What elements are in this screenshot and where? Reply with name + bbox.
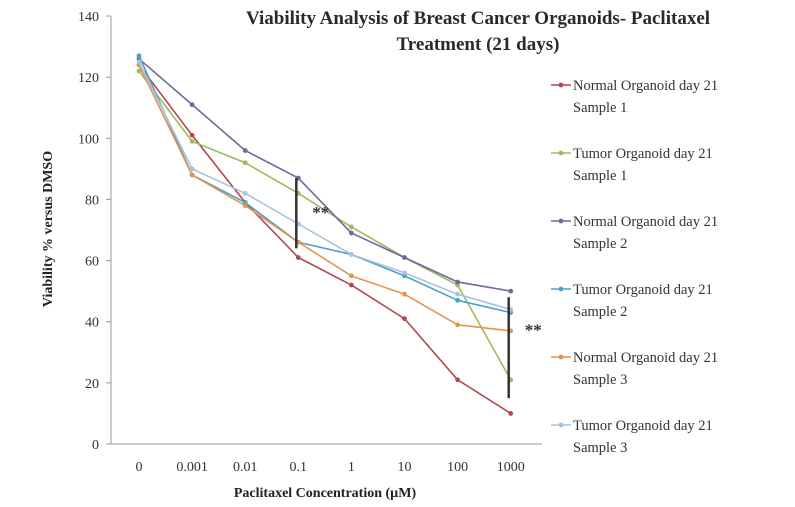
legend-marker bbox=[558, 354, 564, 360]
data-point bbox=[242, 190, 248, 196]
series-4 bbox=[136, 53, 514, 315]
legend-label: Tumor Organoid day 21 bbox=[573, 146, 713, 162]
data-point bbox=[189, 132, 195, 138]
series-2 bbox=[136, 68, 514, 383]
x-tick-label: 10 bbox=[398, 460, 412, 475]
x-tick-label: 100 bbox=[447, 460, 468, 475]
legend-label: Normal Organoid day 21 bbox=[573, 350, 718, 366]
data-point bbox=[189, 102, 195, 108]
data-point bbox=[136, 53, 142, 59]
y-tick-label: 60 bbox=[85, 255, 99, 270]
data-point bbox=[455, 297, 460, 303]
series-3 bbox=[136, 56, 514, 294]
legend-label: Sample 2 bbox=[573, 236, 627, 252]
legend-item: Tumor Organoid day 21 Sample 2 bbox=[551, 282, 713, 320]
x-tick-label: 0.001 bbox=[176, 460, 208, 475]
legend-item: Normal Organoid day 21 Sample 1 bbox=[551, 78, 718, 116]
y-tick-label: 0 bbox=[92, 438, 99, 453]
legend-marker bbox=[558, 218, 564, 224]
series-6 bbox=[136, 59, 514, 312]
data-point bbox=[402, 316, 407, 322]
data-point bbox=[295, 255, 301, 260]
data-point bbox=[242, 203, 248, 208]
x-tick-label: 1000 bbox=[497, 460, 525, 475]
significance-label: ** bbox=[525, 320, 542, 339]
x-tick-label: 0 bbox=[136, 460, 143, 475]
data-point bbox=[349, 224, 354, 230]
y-axis-title: Viability % versus DMSO bbox=[41, 151, 56, 307]
data-point bbox=[508, 411, 514, 416]
data-point bbox=[455, 377, 460, 383]
data-point bbox=[349, 273, 354, 279]
significance-label: ** bbox=[312, 203, 329, 222]
data-point bbox=[189, 166, 195, 172]
data-point bbox=[242, 148, 248, 153]
x-axis-title: Paclitaxel Concentration (µM) bbox=[234, 486, 417, 501]
legend-label: Normal Organoid day 21 bbox=[573, 214, 718, 230]
legend-label: Normal Organoid day 21 bbox=[573, 78, 718, 94]
series-line bbox=[138, 55, 511, 314]
data-point bbox=[189, 138, 195, 144]
legend-label: Sample 1 bbox=[573, 100, 627, 116]
data-point bbox=[242, 160, 248, 166]
y-tick-label: 80 bbox=[85, 193, 99, 208]
data-point bbox=[189, 172, 195, 178]
y-tick-label: 40 bbox=[85, 316, 99, 331]
legend-label: Tumor Organoid day 21 bbox=[573, 282, 713, 298]
y-tick-label: 120 bbox=[78, 71, 99, 86]
data-point bbox=[455, 322, 460, 328]
legend-marker bbox=[558, 422, 564, 428]
data-point bbox=[349, 230, 354, 236]
data-point bbox=[402, 255, 407, 260]
data-point bbox=[455, 279, 460, 285]
legend-label: Sample 1 bbox=[573, 168, 627, 184]
legend-label: Sample 2 bbox=[573, 304, 627, 320]
data-point bbox=[402, 291, 407, 297]
data-point bbox=[349, 282, 354, 288]
series-line bbox=[138, 70, 512, 381]
legend-item: Normal Organoid day 21 Sample 3 bbox=[551, 350, 718, 388]
legend-item: Tumor Organoid day 21 Sample 1 bbox=[551, 146, 713, 184]
x-tick-label: 0.01 bbox=[233, 460, 258, 475]
data-point bbox=[455, 291, 460, 297]
legend-item: Normal Organoid day 21 Sample 2 bbox=[551, 214, 718, 252]
data-point bbox=[508, 288, 514, 294]
legend-label: Tumor Organoid day 21 bbox=[573, 418, 713, 434]
legend-marker bbox=[558, 82, 564, 88]
legend-label: Sample 3 bbox=[573, 440, 627, 456]
x-tick-label: 1 bbox=[348, 460, 355, 475]
data-point bbox=[402, 270, 407, 276]
data-point bbox=[349, 252, 354, 257]
legend-marker bbox=[558, 150, 564, 156]
x-tick-label: 0.1 bbox=[290, 460, 308, 475]
y-tick-label: 140 bbox=[78, 10, 99, 25]
series-line bbox=[138, 58, 511, 292]
data-point bbox=[136, 68, 142, 74]
series-line bbox=[138, 64, 511, 332]
series-line bbox=[138, 61, 511, 311]
y-tick-label: 20 bbox=[85, 377, 99, 392]
legend-marker bbox=[558, 286, 564, 292]
legend-item: Tumor Organoid day 21 Sample 3 bbox=[551, 418, 713, 456]
chart-title-line-2: Treatment (21 days) bbox=[397, 34, 560, 55]
plot-area: 0 20 40 60 80 100 120 140 0 0.001 0.01 0.1 1 10 100 100… bbox=[78, 10, 542, 475]
chart-title-line-1: Viability Analysis of Breast Cancer Orga… bbox=[246, 8, 710, 29]
y-tick-label: 100 bbox=[78, 132, 99, 147]
series-line bbox=[138, 64, 512, 415]
data-point bbox=[136, 59, 142, 65]
legend-label: Sample 3 bbox=[573, 372, 627, 388]
